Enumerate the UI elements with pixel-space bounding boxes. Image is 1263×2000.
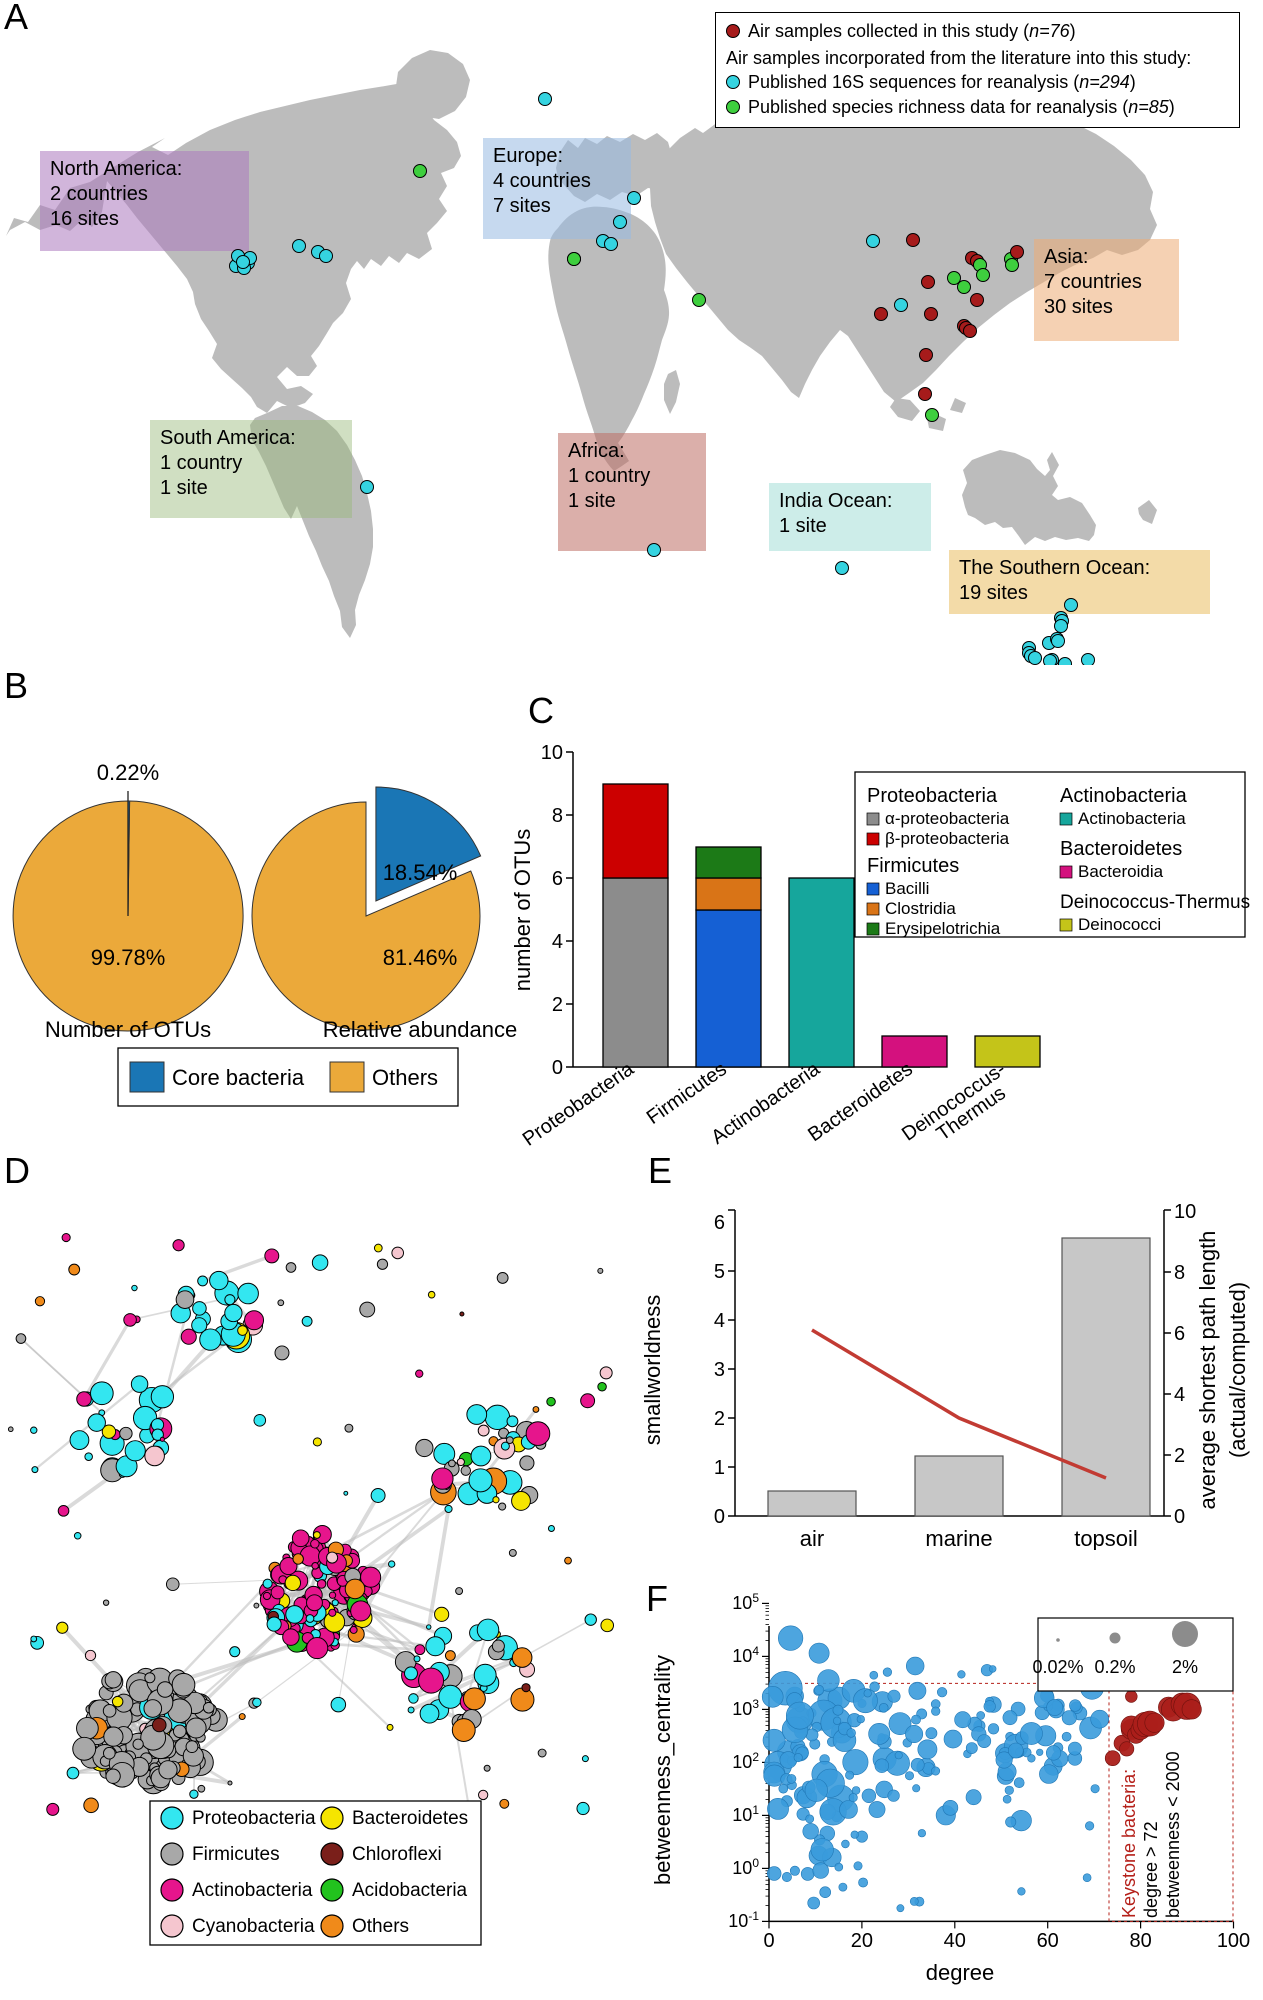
svg-text:0: 0 (714, 1506, 725, 1528)
svg-text:Others: Others (352, 1916, 409, 1937)
svg-text:Cyanobacteria: Cyanobacteria (192, 1916, 315, 1937)
svg-text:5: 5 (714, 1261, 725, 1283)
svg-text:Bacilli: Bacilli (885, 879, 929, 898)
svg-text:Actinobacteria: Actinobacteria (1078, 809, 1186, 828)
svg-text:2: 2 (714, 1408, 725, 1430)
svg-text:Proteobacteria: Proteobacteria (867, 785, 998, 807)
svg-text:Clostridia: Clostridia (885, 899, 956, 918)
svg-text:2: 2 (552, 994, 563, 1016)
svg-text:8: 8 (552, 805, 563, 827)
svg-text:Others: Others (372, 1065, 438, 1090)
svg-text:40: 40 (944, 1930, 966, 1952)
svg-text:2%: 2% (1172, 1657, 1198, 1677)
svg-text:betweenness_centrality: betweenness_centrality (650, 1655, 675, 1885)
svg-text:degree > 72: degree > 72 (1141, 1821, 1161, 1918)
svg-text:α-proteobacteria: α-proteobacteria (885, 809, 1010, 828)
svg-text:Proteobacteria: Proteobacteria (192, 1808, 316, 1829)
svg-text:average shortest path length: average shortest path length (1195, 1231, 1220, 1510)
svg-text:0.2%: 0.2% (1094, 1657, 1135, 1677)
svg-text:Core bacteria: Core bacteria (172, 1065, 305, 1090)
svg-text:Proteobacteria: Proteobacteria (519, 1058, 639, 1151)
svg-text:20: 20 (851, 1930, 873, 1952)
svg-text:100: 100 (732, 1856, 759, 1878)
svg-text:Deinococcus-Thermus: Deinococcus-Thermus (1060, 892, 1250, 913)
svg-text:4: 4 (552, 931, 563, 953)
svg-text:(actual/computed): (actual/computed) (1225, 1282, 1250, 1458)
svg-text:number of OTUs: number of OTUs (510, 829, 535, 992)
svg-text:Deinococci: Deinococci (1078, 915, 1161, 934)
svg-text:18.54%: 18.54% (383, 860, 458, 885)
svg-text:99.78%: 99.78% (91, 945, 166, 970)
svg-text:10: 10 (1174, 1201, 1196, 1223)
svg-text:10: 10 (541, 742, 563, 764)
svg-text:Bacteroidia: Bacteroidia (1078, 862, 1164, 881)
svg-text:2: 2 (1174, 1445, 1185, 1467)
svg-text:80: 80 (1129, 1930, 1151, 1952)
svg-text:105: 105 (732, 1591, 759, 1613)
svg-text:Chloroflexi: Chloroflexi (352, 1844, 442, 1865)
svg-text:60: 60 (1037, 1930, 1059, 1952)
svg-text:Bacteroidetes: Bacteroidetes (804, 1058, 917, 1146)
svg-text:6: 6 (714, 1212, 725, 1234)
svg-text:4: 4 (1174, 1384, 1185, 1406)
svg-text:β-proteobacteria: β-proteobacteria (885, 829, 1010, 848)
svg-text:81.46%: 81.46% (383, 945, 458, 970)
svg-text:8: 8 (1174, 1262, 1185, 1284)
svg-text:Bacteroidetes: Bacteroidetes (352, 1808, 468, 1829)
svg-text:Actinobacteria: Actinobacteria (1060, 785, 1188, 807)
svg-text:smallworldness: smallworldness (640, 1295, 665, 1445)
svg-text:degree: degree (926, 1960, 995, 1985)
svg-text:10-1: 10-1 (728, 1909, 759, 1931)
svg-text:0: 0 (552, 1057, 563, 1079)
svg-text:4: 4 (714, 1310, 725, 1332)
svg-text:1: 1 (714, 1457, 725, 1479)
svg-text:Number of OTUs: Number of OTUs (45, 1017, 211, 1042)
svg-text:102: 102 (732, 1750, 759, 1772)
svg-text:104: 104 (732, 1644, 759, 1666)
svg-text:Actinobacteria: Actinobacteria (192, 1880, 313, 1901)
svg-text:Firmicutes: Firmicutes (867, 855, 959, 877)
svg-text:0.02%: 0.02% (1032, 1657, 1083, 1677)
svg-text:6: 6 (552, 868, 563, 890)
svg-text:Bacteroidetes: Bacteroidetes (1060, 838, 1182, 860)
svg-text:Acidobacteria: Acidobacteria (352, 1880, 468, 1901)
svg-text:0: 0 (1174, 1506, 1185, 1528)
svg-text:betweenness < 2000: betweenness < 2000 (1163, 1751, 1183, 1918)
svg-text:6: 6 (1174, 1323, 1185, 1345)
svg-text:Keystone bacteria:: Keystone bacteria: (1119, 1769, 1139, 1918)
svg-text:101: 101 (732, 1803, 759, 1825)
svg-text:103: 103 (732, 1697, 759, 1719)
svg-text:0.22%: 0.22% (97, 760, 159, 785)
svg-text:Firmicutes: Firmicutes (192, 1844, 280, 1865)
svg-text:Relative abundance: Relative abundance (323, 1017, 517, 1042)
svg-text:Erysipelotrichia: Erysipelotrichia (885, 919, 1001, 938)
svg-text:3: 3 (714, 1359, 725, 1381)
svg-text:Firmicutes: Firmicutes (643, 1058, 731, 1129)
svg-text:100: 100 (1217, 1930, 1250, 1952)
svg-text:0: 0 (763, 1930, 774, 1952)
